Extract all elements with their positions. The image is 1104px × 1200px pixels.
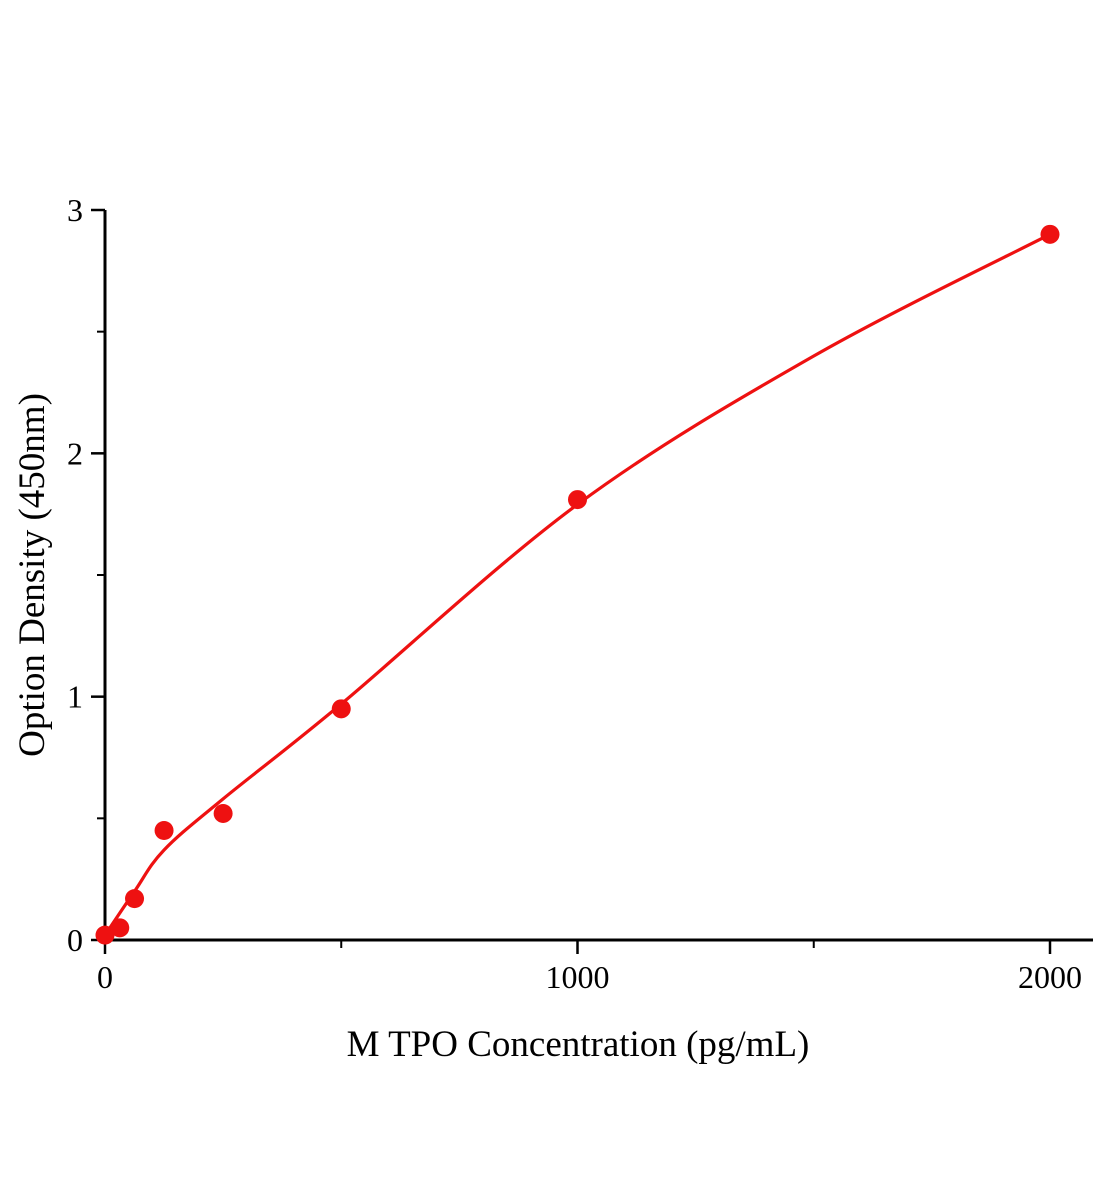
y-tick-label: 3 bbox=[67, 192, 83, 228]
y-axis-title: Option Density (450nm) bbox=[12, 393, 53, 757]
data-point bbox=[95, 925, 115, 945]
x-axis-title: M TPO Concentration (pg/mL) bbox=[347, 1024, 810, 1065]
data-point bbox=[110, 918, 130, 938]
data-point bbox=[154, 821, 174, 840]
x-tick-label: 2000 bbox=[1018, 959, 1082, 995]
data-point bbox=[1040, 224, 1060, 244]
data-point bbox=[213, 803, 233, 823]
x-tick-label: 0 bbox=[97, 959, 113, 995]
y-tick-label: 2 bbox=[67, 435, 83, 471]
y-tick-label: 0 bbox=[67, 922, 83, 958]
plot-area: 0 1000 2000 0 1 2 3 bbox=[67, 192, 1093, 995]
data-point bbox=[125, 889, 145, 909]
fit-curve-line bbox=[103, 232, 1052, 937]
y-tick-label: 1 bbox=[67, 679, 83, 715]
data-point bbox=[568, 490, 587, 510]
data-point bbox=[331, 699, 351, 719]
x-tick-label: 1000 bbox=[546, 959, 610, 995]
